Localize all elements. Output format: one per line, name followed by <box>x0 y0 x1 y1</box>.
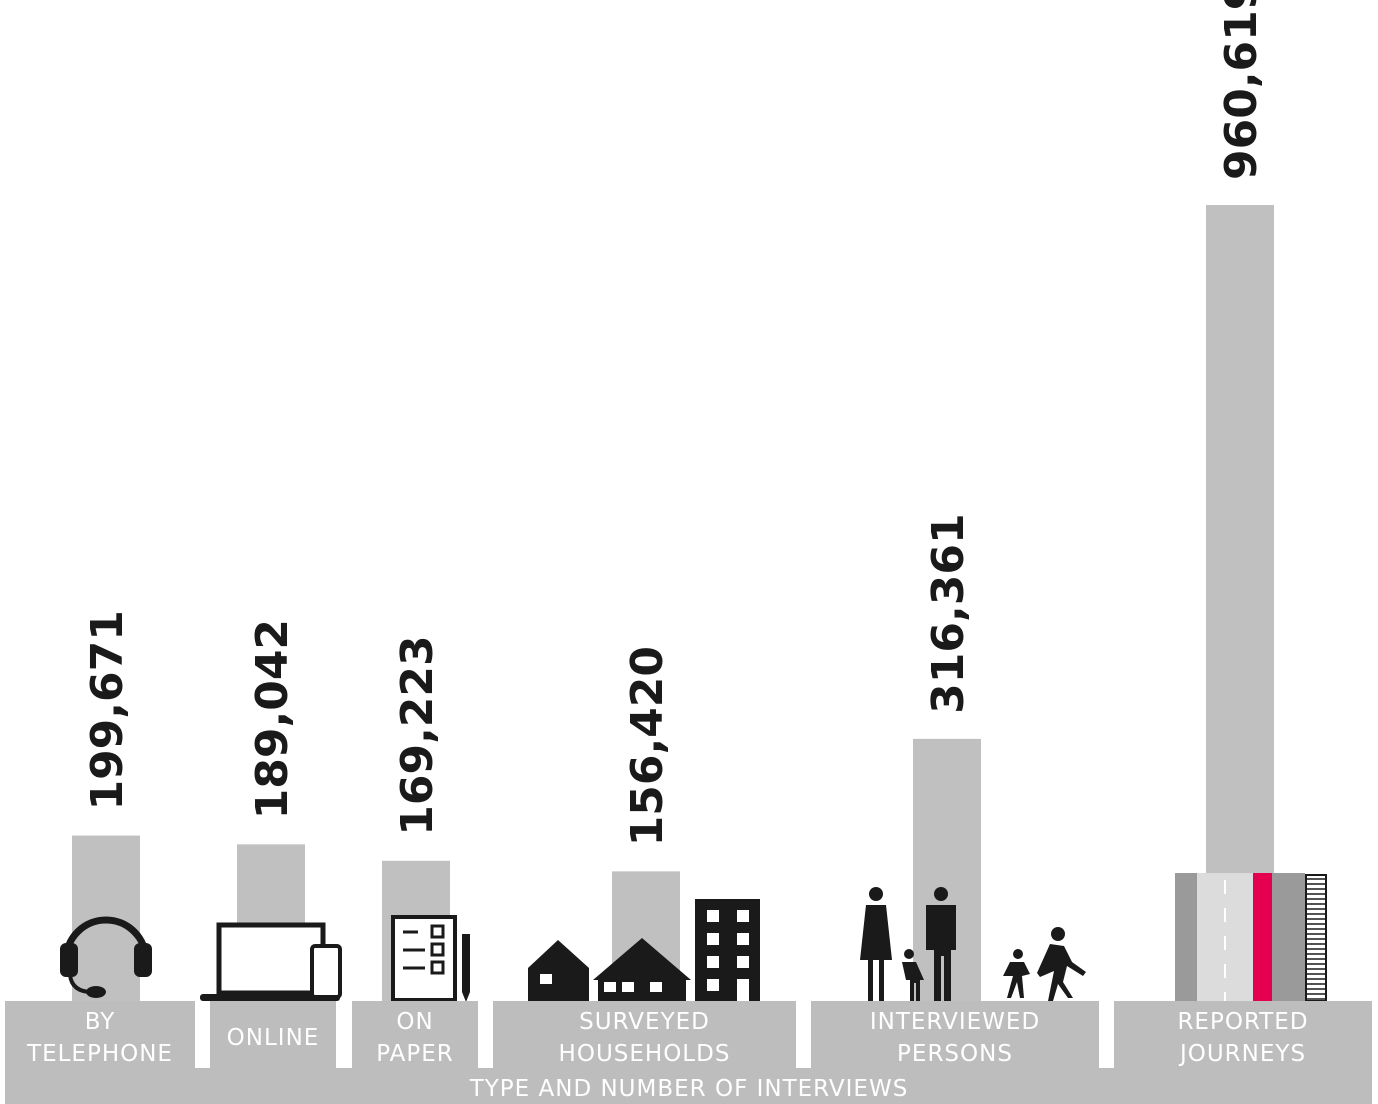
category-label: SURVEYED <box>579 1009 710 1035</box>
road-icon <box>1175 873 1197 1001</box>
headset-icon <box>86 986 106 998</box>
road-icon <box>1253 873 1272 1001</box>
category-box <box>210 1001 336 1069</box>
category-label: INTERVIEWED <box>870 1009 1040 1035</box>
category-label: BY <box>85 1009 116 1035</box>
road-icon <box>1272 873 1305 1001</box>
labels: 199,671 BY TELEPHONE 189,042 ONLINE 169,223 ON… <box>5 0 1372 1104</box>
bars <box>72 205 1274 1001</box>
pen-icon <box>462 934 470 1002</box>
value-label: 169,223 <box>392 635 443 835</box>
category-label: REPORTED <box>1177 1009 1308 1035</box>
bar <box>1206 205 1274 1001</box>
laptop-icon <box>216 922 326 996</box>
house-icon <box>593 938 691 1001</box>
category-label: ON <box>396 1009 433 1035</box>
category-box <box>5 1001 195 1069</box>
house-icon <box>622 982 634 992</box>
house-icon <box>528 940 589 1001</box>
caption-bar <box>5 1068 1372 1104</box>
headset-icon <box>60 943 78 977</box>
house-icon <box>540 974 552 984</box>
phone-icon <box>310 944 342 999</box>
category-label: TELEPHONE <box>26 1041 173 1067</box>
laptop-icon <box>200 994 340 1001</box>
category-label: ONLINE <box>227 1025 320 1051</box>
house-icon <box>604 982 616 992</box>
category-label: PERSONS <box>897 1041 1013 1067</box>
value-label: 316,361 <box>923 513 974 713</box>
track-icon <box>1307 878 1325 1000</box>
category-label: HOUSEHOLDS <box>559 1041 731 1067</box>
icons <box>60 873 1327 1002</box>
category-label: JOURNEYS <box>1178 1041 1306 1067</box>
house-icon <box>650 982 662 992</box>
building-icon <box>695 899 760 1001</box>
value-label: 156,420 <box>622 646 673 846</box>
chart-title: TYPE AND NUMBER OF INTERVIEWS <box>469 1076 909 1102</box>
category-box <box>352 1001 478 1069</box>
value-label: 199,671 <box>82 610 133 810</box>
category-box <box>1114 1001 1372 1069</box>
value-label: 960,619 <box>1216 0 1267 180</box>
persons-icon <box>860 887 1086 1001</box>
building-icon <box>707 910 749 1001</box>
category-box <box>493 1001 796 1069</box>
category-label: PAPER <box>376 1041 454 1067</box>
paper-icon <box>391 915 457 1002</box>
category-box <box>811 1001 1099 1069</box>
headset-icon <box>134 943 152 977</box>
value-label: 189,042 <box>247 619 298 819</box>
paper-icon <box>403 924 445 975</box>
